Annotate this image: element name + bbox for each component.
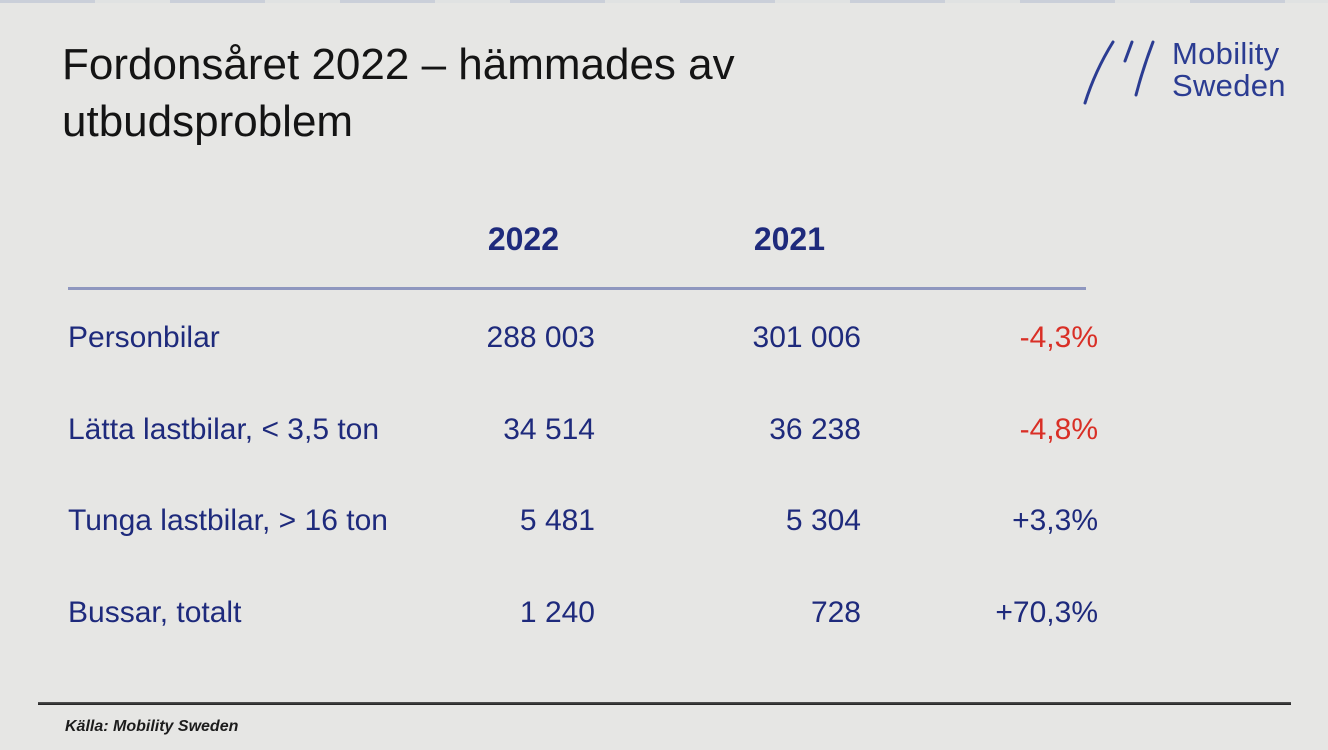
row-label: Personbilar: [68, 321, 220, 354]
column-header-change: [861, 218, 1098, 260]
table-row: Lätta lastbilar, < 3,5 ton 34 514 36 238…: [68, 412, 1098, 448]
top-edge-strip: [0, 0, 1328, 3]
slide-title-line-2: utbudsproblem: [62, 97, 354, 146]
logo-wordmark-line-2: Sweden: [1172, 68, 1286, 103]
logo-wordmark-line-1: Mobility: [1172, 36, 1280, 71]
row-label: Bussar, totalt: [68, 596, 242, 629]
logo-wordmark: Mobility Sweden: [1172, 38, 1286, 102]
change-percent: -4,8%: [1019, 413, 1098, 446]
slide-title: Fordonsåret 2022 – hämmades av utbudspro…: [62, 36, 1022, 150]
value-2021: 301 006: [752, 321, 861, 354]
value-2022: 34 514: [503, 413, 595, 446]
change-percent: +3,3%: [1012, 504, 1098, 537]
value-2021: 5 304: [785, 504, 861, 537]
table-header-row: 2022 2021: [68, 218, 1098, 260]
value-2022: 288 003: [486, 321, 595, 354]
change-percent: -4,3%: [1019, 321, 1098, 354]
footer-rule: [38, 702, 1291, 705]
value-2021: 36 238: [769, 413, 861, 446]
row-label: Lätta lastbilar, < 3,5 ton: [68, 413, 380, 446]
table-row: Tunga lastbilar, > 16 ton 5 481 5 304 +3…: [68, 503, 1098, 539]
table-row: Bussar, totalt 1 240 728 +70,3%: [68, 595, 1098, 631]
source-note: Källa: Mobility Sweden: [65, 718, 239, 735]
column-header-2021: 2021: [753, 221, 825, 257]
value-2021: 728: [810, 596, 861, 629]
mobility-sweden-logo: Mobility Sweden: [1080, 36, 1286, 108]
logo-slashes-icon: [1080, 36, 1160, 108]
change-percent: +70,3%: [995, 596, 1098, 629]
header-divider: [68, 287, 1086, 290]
value-2022: 5 481: [519, 504, 595, 537]
row-label: Tunga lastbilar, > 16 ton: [68, 504, 388, 537]
header-spacer: [68, 218, 425, 260]
table-row: Personbilar 288 003 301 006 -4,3%: [68, 320, 1098, 356]
slide-title-line-1: Fordonsåret 2022 – hämmades av: [62, 40, 735, 89]
column-header-2022: 2022: [487, 221, 559, 257]
value-2022: 1 240: [519, 596, 595, 629]
